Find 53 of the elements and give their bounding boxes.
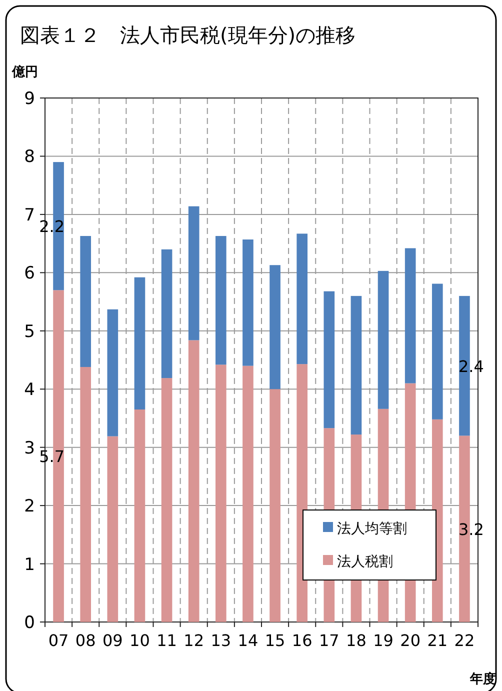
x-tick-label: 08 — [75, 631, 96, 650]
x-tick-label: 16 — [292, 631, 312, 650]
bar — [107, 309, 118, 436]
y-tick-label: 7 — [24, 205, 35, 226]
y-tick-label: 2 — [24, 496, 35, 517]
y-tick-label: 4 — [24, 380, 35, 400]
bar — [188, 340, 200, 622]
bar — [242, 239, 254, 366]
x-tick-label: 07 — [48, 631, 69, 650]
x-tick-label: 22 — [454, 631, 475, 650]
bar — [107, 436, 118, 622]
bar — [324, 291, 335, 428]
y-tick-label: 1 — [24, 554, 35, 575]
x-tick-label: 20 — [400, 631, 421, 650]
y-tick-label: 8 — [24, 147, 35, 168]
legend-label: 法人均等割 — [337, 521, 407, 537]
bar — [161, 249, 172, 378]
bar — [350, 296, 362, 435]
y-tick-label: 0 — [24, 613, 35, 633]
x-tick-label: 09 — [102, 631, 123, 650]
bar — [270, 265, 280, 390]
bar — [404, 248, 416, 384]
x-axis-title: 年度 — [469, 671, 496, 687]
x-tick-label: 13 — [210, 631, 232, 650]
bar — [80, 366, 92, 622]
bar — [432, 284, 443, 420]
bar — [215, 236, 226, 365]
bar — [161, 378, 172, 622]
bar — [80, 236, 92, 367]
x-tick-label: 10 — [130, 631, 150, 650]
bar — [188, 206, 200, 340]
bar — [242, 366, 254, 622]
chart-title: 図表１２ 法人市民税(現年分)の推移 — [20, 23, 356, 47]
bar — [378, 270, 389, 409]
y-tick-label: 6 — [24, 264, 35, 284]
y-axis-title: 億円 — [11, 64, 38, 80]
x-tick-label: 15 — [264, 631, 286, 650]
x-tick-label: 14 — [238, 631, 258, 650]
y-tick-label: 5 — [24, 322, 35, 342]
bar — [134, 409, 146, 622]
bar — [270, 389, 280, 622]
x-tick-label: 17 — [318, 631, 340, 650]
bar — [134, 277, 146, 410]
x-tick-label: 11 — [156, 631, 177, 650]
x-tick-label: 21 — [427, 631, 448, 650]
bar — [296, 234, 308, 364]
legend-label: 法人税割 — [337, 554, 393, 570]
bar — [215, 364, 226, 622]
y-tick-label: 3 — [24, 438, 35, 458]
x-tick-label: 12 — [184, 631, 204, 650]
x-tick-label: 18 — [346, 631, 366, 650]
y-tick-label: 9 — [24, 89, 35, 109]
x-tick-label: 19 — [373, 631, 394, 650]
